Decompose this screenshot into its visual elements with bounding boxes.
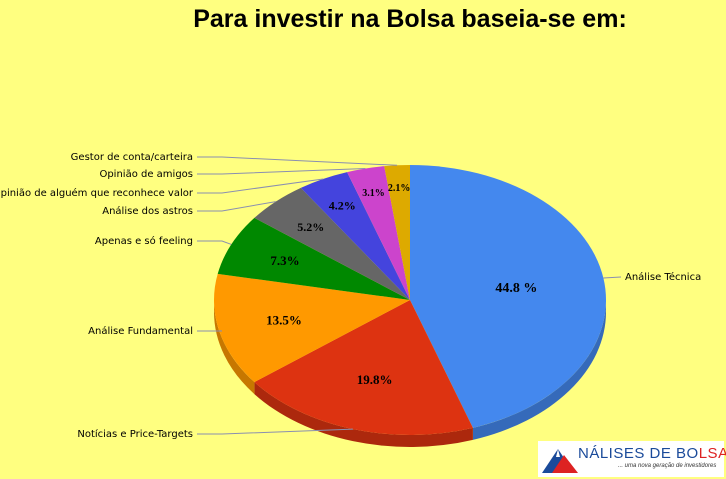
logo-name-suffix: LSA: [698, 445, 726, 462]
value-label-gestor-de-conta-carteira: 2.1%: [388, 183, 411, 194]
slice-analise-fundamental: [214, 273, 410, 383]
logo-name: NÁLISES DE BOLSA: [578, 445, 726, 462]
value-label-noticias-e-price-targets: 19.8%: [357, 372, 393, 387]
value-label-analise-fundamental: 13.5%: [266, 312, 302, 327]
category-label-opiniao-de-alguem-que-reconhece-valor: Opinião de alguém que reconhece valor: [0, 187, 194, 199]
value-label-opiniao-de-alguem-que-reconhece-valor: 4.2%: [329, 199, 356, 213]
slice-analise-tecnica: [410, 165, 606, 428]
pie-depth-layer: [214, 300, 606, 447]
slice-side-analise-tecnica: [472, 300, 606, 440]
category-label-apenas-e-so-feeling: Apenas e só feeling: [95, 235, 193, 247]
logo-name-prefix: NÁLISES DE BO: [578, 445, 699, 462]
slice-apenas-e-so-feeling: [217, 217, 410, 300]
pie-slices: [214, 165, 606, 435]
category-label-analise-fundamental: Análise Fundamental: [88, 325, 193, 337]
slice-side-analise-fundamental: [214, 300, 255, 395]
leader-line-analise-dos-astros: [197, 201, 276, 212]
value-label-analise-tecnica: 44.8 %: [495, 281, 537, 296]
slice-opiniao-de-amigos: [347, 166, 410, 300]
value-label-opiniao-de-amigos: 3.1%: [362, 188, 385, 199]
leader-line-opiniao-de-amigos: [197, 168, 366, 175]
category-label-analise-tecnica: Análise Técnica: [625, 271, 701, 283]
logo-tagline: ... uma nova geração de investidores: [618, 463, 717, 469]
mountain-logo-icon: [542, 449, 578, 473]
category-label-analise-dos-astros: Análise dos astros: [102, 205, 193, 217]
leader-lines: [197, 156, 622, 435]
category-label-opiniao-de-amigos: Opinião de amigos: [99, 169, 193, 180]
brand-logo: NÁLISES DE BOLSA ... uma nova geração de…: [538, 441, 726, 477]
leader-line-noticias-e-price-targets: [197, 428, 353, 435]
leader-line-apenas-e-so-feeling: [197, 240, 232, 245]
slice-labels: 44.8 % Análise Técnica 19.8% Notícias e Pri…: [0, 152, 701, 440]
slice-opiniao-de-alguem-que-reconhece-valor: [300, 172, 410, 300]
slice-side-noticias-e-price-targets: [254, 382, 473, 447]
leader-line-gestor-de-conta-carteira: [197, 156, 398, 166]
slice-noticias-e-price-targets: [254, 300, 473, 435]
leader-line-opiniao-de-alguem-que-reconhece-valor: [197, 178, 324, 194]
chart-title: Para investir na Bolsa baseia-se em:: [193, 5, 627, 33]
leader-line-analise-tecnica: [603, 276, 622, 279]
slice-gestor-de-conta-carteira: [384, 165, 410, 300]
category-label-noticias-e-price-targets: Notícias e Price-Targets: [77, 428, 193, 440]
value-label-analise-dos-astros: 5.2%: [297, 220, 324, 234]
value-label-apenas-e-so-feeling: 7.3%: [270, 253, 299, 268]
category-label-gestor-de-conta-carteira: Gestor de conta/carteira: [71, 152, 193, 163]
slice-analise-dos-astros: [254, 187, 410, 300]
